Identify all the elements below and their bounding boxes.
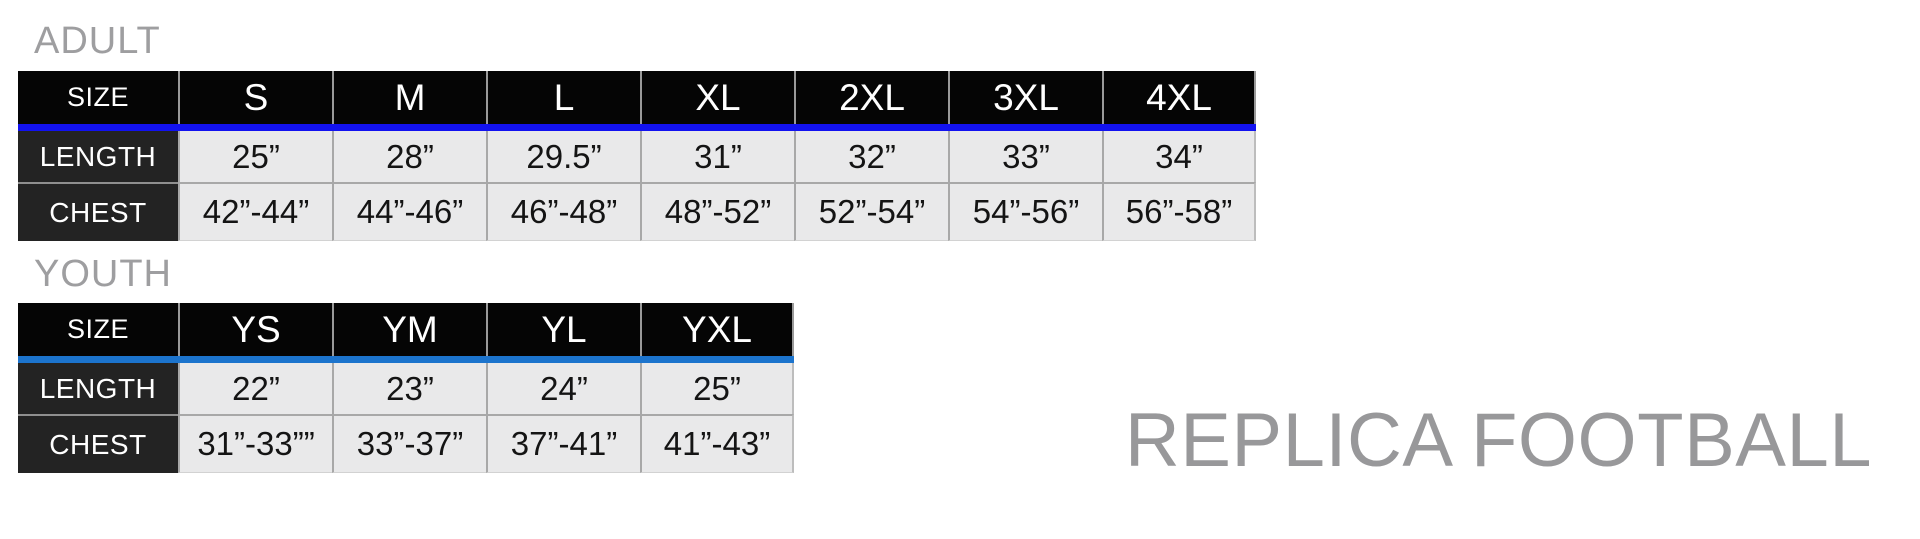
- adult-chest-label: CHEST: [18, 182, 178, 241]
- adult-header-cell-l: L: [486, 71, 640, 124]
- adult-header-cell-3xl: 3XL: [948, 71, 1102, 124]
- adult-length-row: LENGTH 25” 28” 29.5” 31” 32” 33” 34”: [18, 131, 1256, 182]
- youth-header-cell-yxl: YXL: [640, 303, 794, 356]
- adult-chest-xl: 48”-52”: [640, 182, 794, 241]
- youth-length-row: LENGTH 22” 23” 24” 25”: [18, 363, 794, 414]
- youth-chest-ys: 31”-33””: [178, 414, 332, 473]
- youth-size-header-cell: SIZE: [18, 303, 178, 356]
- adult-accent-bar: [18, 124, 1256, 131]
- adult-chest-m: 44”-46”: [332, 182, 486, 241]
- adult-size-table: SIZE S M L XL 2XL 3XL 4XL LENGTH 25” 28”…: [18, 71, 1256, 241]
- youth-chest-ym: 33”-37”: [332, 414, 486, 473]
- youth-header-row: SIZE YS YM YL YXL: [18, 303, 794, 356]
- adult-chest-2xl: 52”-54”: [794, 182, 948, 241]
- youth-length-label: LENGTH: [18, 363, 178, 414]
- adult-length-2xl: 32”: [794, 131, 948, 182]
- youth-chest-label: CHEST: [18, 414, 178, 473]
- youth-header-cell-ym: YM: [332, 303, 486, 356]
- replica-football-watermark: REPLICA FOOTBALL: [1124, 398, 1872, 483]
- youth-chest-row: CHEST 31”-33”” 33”-37” 37”-41” 41”-43”: [18, 414, 794, 473]
- adult-length-l: 29.5”: [486, 131, 640, 182]
- adult-length-3xl: 33”: [948, 131, 1102, 182]
- youth-accent-bar: [18, 356, 794, 363]
- adult-chest-l: 46”-48”: [486, 182, 640, 241]
- adult-header-cell-4xl: 4XL: [1102, 71, 1256, 124]
- youth-length-yxl: 25”: [640, 363, 794, 414]
- adult-length-m: 28”: [332, 131, 486, 182]
- youth-length-ym: 23”: [332, 363, 486, 414]
- adult-length-xl: 31”: [640, 131, 794, 182]
- adult-header-cell-xl: XL: [640, 71, 794, 124]
- adult-section-title: ADULT: [34, 20, 161, 62]
- youth-size-table: SIZE YS YM YL YXL LENGTH 22” 23” 24” 25”…: [18, 303, 794, 473]
- adult-header-cell-s: S: [178, 71, 332, 124]
- youth-chest-yxl: 41”-43”: [640, 414, 794, 473]
- adult-chest-3xl: 54”-56”: [948, 182, 1102, 241]
- adult-chest-row: CHEST 42”-44” 44”-46” 46”-48” 48”-52” 52…: [18, 182, 1256, 241]
- youth-length-ys: 22”: [178, 363, 332, 414]
- adult-length-4xl: 34”: [1102, 131, 1256, 182]
- youth-header-cell-ys: YS: [178, 303, 332, 356]
- adult-header-row: SIZE S M L XL 2XL 3XL 4XL: [18, 71, 1256, 124]
- adult-chest-s: 42”-44”: [178, 182, 332, 241]
- youth-section-title: YOUTH: [34, 253, 172, 295]
- adult-header-cell-2xl: 2XL: [794, 71, 948, 124]
- youth-length-yl: 24”: [486, 363, 640, 414]
- adult-chest-4xl: 56”-58”: [1102, 182, 1256, 241]
- adult-length-s: 25”: [178, 131, 332, 182]
- youth-header-cell-yl: YL: [486, 303, 640, 356]
- adult-size-header-cell: SIZE: [18, 71, 178, 124]
- adult-header-cell-m: M: [332, 71, 486, 124]
- youth-chest-yl: 37”-41”: [486, 414, 640, 473]
- adult-length-label: LENGTH: [18, 131, 178, 182]
